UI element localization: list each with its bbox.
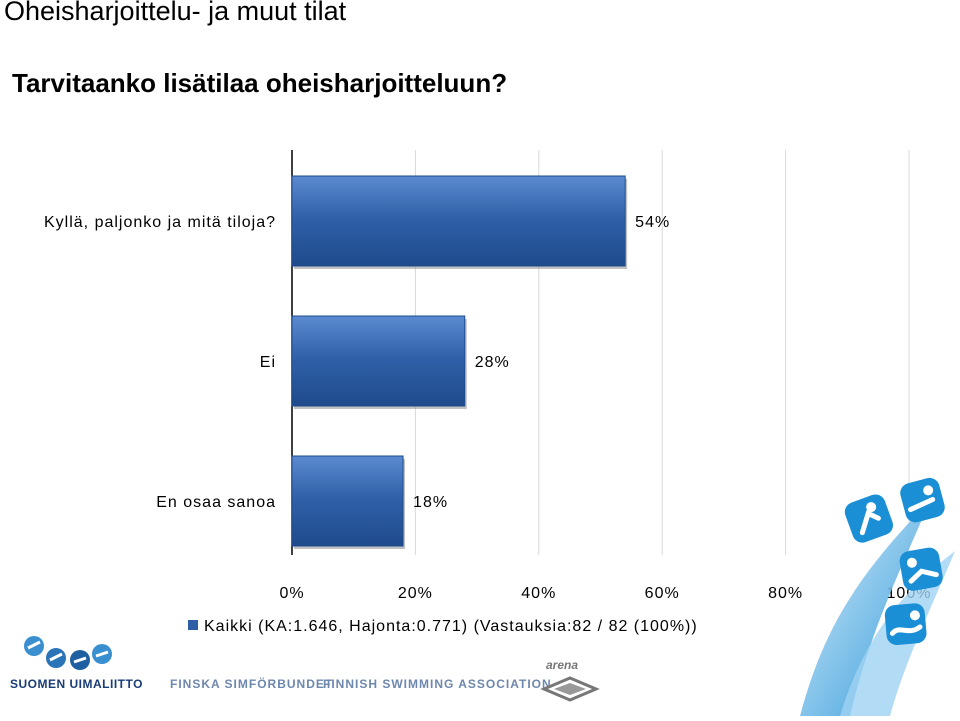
sponsor-logo: arena [546, 658, 579, 672]
x-tick-label: 60% [645, 585, 680, 602]
x-tick-label: 0% [279, 585, 304, 602]
org-name-swedish: FINSKA SIMFÖRBUNDET [170, 677, 334, 691]
page-subtitle: Tarvitaanko lisätilaa oheisharjoitteluun… [12, 68, 508, 98]
bar [291, 175, 626, 267]
x-tick-label: 80% [768, 585, 803, 602]
footer: SUOMEN UIMALIITTO FINSKA SIMFÖRBUNDET FI… [0, 630, 960, 721]
legend-swatch [188, 620, 198, 630]
data-label: 28% [475, 354, 510, 371]
category-label: En osaa sanoa [156, 494, 276, 511]
bar [291, 315, 466, 407]
page-title: Oheisharjoittelu- ja muut tilat [4, 0, 347, 26]
uimaliitto-logo [24, 636, 112, 670]
legend-entry: Kaikki (KA:1.646, Hajonta:0.771) (Vastau… [204, 618, 698, 635]
x-tick-label: 20% [398, 585, 433, 602]
category-label: Ei [260, 354, 276, 371]
swimmer-pictogram-logo [800, 477, 955, 716]
org-name-english: FINNISH SWIMMING ASSOCIATION [323, 677, 552, 691]
category-label: Kyllä, paljonko ja mitä tiloja? [44, 214, 276, 231]
bar-chart: Kyllä, paljonko ja mitä tiloja? 54% Ei 28% E… [44, 150, 930, 635]
bar [291, 455, 404, 547]
sponsor-diamond-icon [540, 676, 600, 702]
org-name-finnish: SUOMEN UIMALIITTO [10, 677, 143, 691]
data-label: 18% [413, 494, 448, 511]
x-tick-label: 40% [521, 585, 556, 602]
data-label: 54% [635, 214, 670, 231]
